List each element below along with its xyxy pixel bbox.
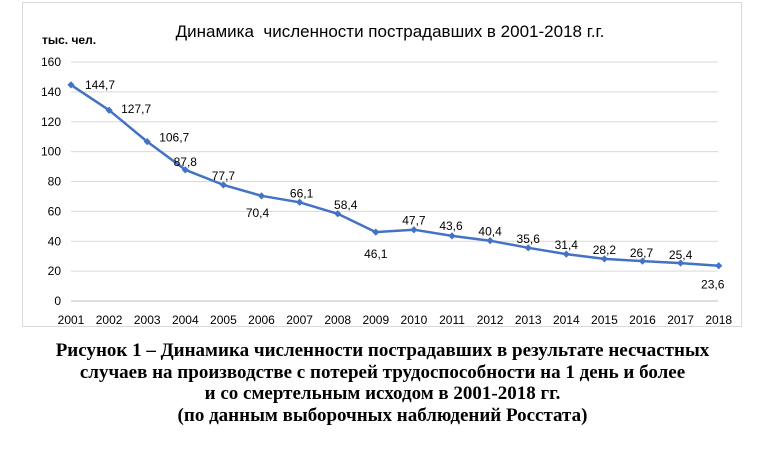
data-label: 46,1	[364, 247, 388, 261]
data-label: 106,7	[159, 131, 189, 145]
x-tick-label: 2016	[629, 313, 656, 327]
data-point-marker	[181, 166, 189, 174]
y-axis-label: тыс. чел.	[42, 33, 96, 47]
data-point-marker	[67, 81, 75, 89]
data-label: 70,4	[246, 206, 270, 220]
x-tick-label: 2005	[210, 313, 237, 327]
x-tick-label: 2001	[58, 313, 85, 327]
y-tick-label: 20	[48, 264, 62, 278]
x-tick-label: 2006	[248, 313, 275, 327]
data-label: 23,6	[701, 278, 725, 292]
x-tick-label: 2011	[439, 313, 465, 327]
data-label: 40,4	[478, 225, 502, 239]
data-label: 28,2	[593, 243, 617, 257]
data-point-marker	[219, 181, 227, 189]
data-label: 66,1	[290, 186, 314, 200]
caption-line-2: случаев на производстве с потерей трудос…	[79, 361, 686, 383]
series-line	[70, 83, 719, 267]
y-tick-label: 140	[41, 85, 61, 99]
y-tick-label: 60	[48, 204, 62, 218]
x-tick-label: 2018	[705, 313, 732, 327]
gridlines	[71, 61, 718, 302]
line-chart: 0 20 40 60 80 100 120 140 160 2001 2002 2003 2004 200…	[41, 22, 732, 327]
data-point-marker	[448, 232, 456, 240]
chart-area	[22, 2, 742, 327]
data-label: 77,7	[212, 169, 236, 183]
x-tick-label: 2010	[401, 313, 428, 327]
y-tick-label: 160	[41, 55, 61, 69]
data-point-marker	[677, 259, 685, 267]
chart-title: Динамика численности пострадавших в 2001…	[176, 22, 605, 41]
data-label: 35,6	[517, 232, 541, 246]
x-tick-label: 2012	[477, 313, 504, 327]
data-label: 25,4	[669, 248, 693, 262]
caption-line-1: Рисунок 1 – Динамика численности пострад…	[55, 340, 710, 361]
caption-line-4: (по данным выборочных наблюдений Росстат…	[177, 404, 588, 426]
x-tick-label: 2007	[286, 313, 313, 327]
data-label: 26,7	[630, 246, 654, 260]
data-label: 47,7	[402, 214, 426, 228]
data-point-marker	[372, 228, 380, 236]
axes: 0 20 40 60 80 100 120 140 160 2001 2002 2003 2004 200…	[41, 55, 732, 327]
x-tick-label: 2009	[362, 313, 389, 327]
data-point-marker	[715, 262, 723, 270]
x-tick-label: 2008	[324, 313, 351, 327]
x-tick-label: 2013	[515, 313, 542, 327]
y-tick-label: 120	[41, 115, 61, 129]
x-tick-label: 2014	[553, 313, 580, 327]
y-tick-label: 0	[54, 294, 61, 308]
data-label: 127,7	[121, 102, 151, 116]
y-tick-label: 40	[48, 234, 62, 248]
data-point-marker	[296, 198, 304, 206]
caption-line-3: и со смертельным исходом в 2001-2018 гг.	[204, 383, 561, 404]
x-tick-label: 2003	[134, 313, 161, 327]
data-point-marker	[105, 106, 113, 114]
data-point-marker	[410, 226, 418, 234]
data-point-marker	[638, 257, 647, 265]
data-label: 43,6	[439, 219, 463, 233]
data-point-marker	[143, 138, 151, 146]
figure-caption: Рисунок 1 – Динамика численности пострад…	[0, 340, 765, 426]
data-labels: 144,7 127,7 106,7 87,8 77,7 70,4 66,1 58,4 46,1 4…	[85, 78, 725, 292]
data-point-marker	[257, 192, 266, 200]
data-label: 144,7	[85, 78, 115, 92]
series-line-group	[67, 81, 723, 270]
data-point-marker	[600, 255, 608, 263]
x-tick-label: 2004	[172, 313, 199, 327]
data-point-marker	[486, 237, 494, 245]
data-label: 31,4	[555, 238, 579, 252]
x-tick-label: 2015	[591, 313, 618, 327]
data-point-marker	[562, 250, 570, 258]
x-tick-label: 2017	[667, 313, 694, 327]
y-tick-label: 100	[41, 145, 61, 159]
x-tick-label: 2002	[96, 313, 123, 327]
data-point-marker	[334, 210, 342, 218]
data-label: 87,8	[174, 155, 198, 169]
data-point-marker	[524, 244, 532, 252]
y-tick-label: 80	[48, 175, 62, 189]
data-label: 58,4	[334, 198, 358, 212]
